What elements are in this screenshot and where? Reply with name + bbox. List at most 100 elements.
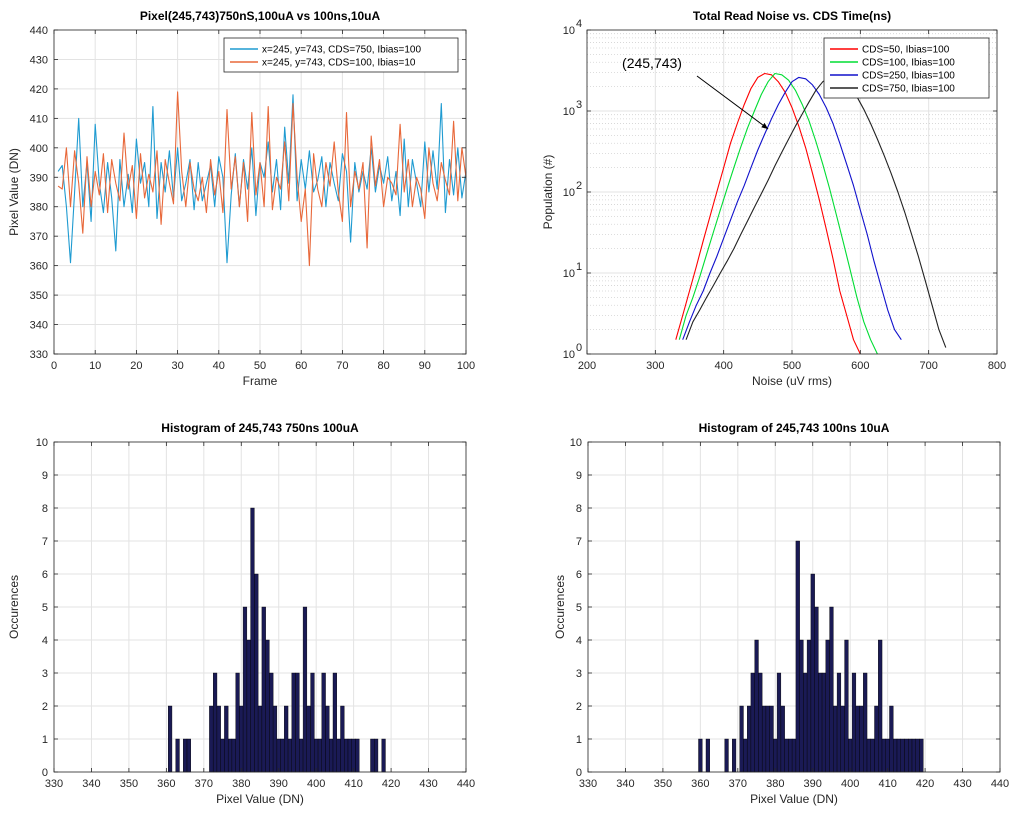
x-tick-label: 40 bbox=[213, 360, 225, 372]
y-tick-exponent: 0 bbox=[576, 342, 582, 354]
histogram-bar bbox=[261, 606, 266, 773]
x-tick-label: 340 bbox=[82, 778, 100, 790]
legend-entry: CDS=250, Ibias=100 bbox=[862, 71, 955, 82]
legend-entry: CDS=750, Ibias=100 bbox=[862, 84, 955, 95]
series-line-2 bbox=[57, 91, 467, 267]
histogram-bar bbox=[299, 738, 304, 773]
histogram-bar bbox=[175, 738, 180, 773]
histogram-bar bbox=[889, 705, 894, 773]
x-tick-label: 330 bbox=[45, 778, 63, 790]
x-tick-label: 70 bbox=[336, 360, 348, 372]
histogram-bar bbox=[784, 738, 789, 773]
histogram-bar bbox=[724, 738, 729, 773]
histogram-bar bbox=[167, 705, 173, 773]
histogram-bar bbox=[765, 705, 770, 773]
y-tick-label: 3 bbox=[576, 668, 582, 680]
chart-title: Total Read Noise vs. CDS Time(ns) bbox=[693, 9, 891, 23]
y-tick-label: 430 bbox=[30, 54, 48, 66]
histogram-bar bbox=[791, 738, 797, 773]
histogram-bar bbox=[212, 672, 218, 773]
x-tick-label: 700 bbox=[919, 360, 937, 372]
x-tick-label: 440 bbox=[991, 778, 1009, 790]
histogram-bar bbox=[806, 639, 812, 773]
histogram-bar bbox=[900, 738, 905, 773]
histogram-bar bbox=[254, 573, 259, 773]
histogram-bar bbox=[870, 738, 875, 773]
x-tick-label: 80 bbox=[377, 360, 389, 372]
histogram-bar bbox=[829, 606, 834, 773]
histogram-bar bbox=[825, 639, 830, 773]
y-tick-label: 9 bbox=[42, 470, 48, 482]
x-tick-label: 380 bbox=[766, 778, 784, 790]
histogram-bar bbox=[788, 738, 793, 773]
y-tick-label: 10 bbox=[563, 25, 575, 37]
x-tick-label: 90 bbox=[419, 360, 431, 372]
x-tick-label: 360 bbox=[157, 778, 175, 790]
histogram-bar bbox=[347, 738, 352, 773]
histogram-bar bbox=[239, 705, 244, 773]
y-tick-label: 10 bbox=[563, 268, 575, 280]
annotation-text: (245,743) bbox=[622, 55, 682, 71]
y-tick-label: 6 bbox=[42, 569, 48, 581]
histogram-bar bbox=[272, 705, 278, 773]
x-tick-label: 430 bbox=[953, 778, 971, 790]
x-tick-label: 390 bbox=[804, 778, 822, 790]
histogram-bar bbox=[747, 705, 752, 773]
y-tick-label: 390 bbox=[30, 172, 48, 184]
histogram-bar bbox=[276, 738, 281, 773]
histogram-bar bbox=[332, 672, 337, 773]
histogram-bar bbox=[866, 738, 871, 773]
y-tick-exponent: 4 bbox=[576, 18, 582, 30]
histogram-bar bbox=[769, 705, 774, 773]
annotation-arrowhead bbox=[761, 122, 769, 129]
y-tick-label: 350 bbox=[30, 290, 48, 302]
histogram-bar bbox=[340, 705, 345, 773]
x-tick-label: 420 bbox=[382, 778, 400, 790]
histogram-bar bbox=[336, 738, 341, 773]
y-tick-label: 400 bbox=[30, 143, 48, 155]
x-tick-label: 400 bbox=[307, 778, 325, 790]
x-tick-label: 420 bbox=[916, 778, 934, 790]
histogram-bar bbox=[750, 672, 755, 773]
x-tick-label: 440 bbox=[457, 778, 475, 790]
histogram-bar bbox=[762, 705, 767, 773]
histogram-bar bbox=[705, 738, 710, 773]
ticks bbox=[53, 441, 467, 773]
y-tick-label: 440 bbox=[30, 25, 48, 37]
histogram-bar bbox=[295, 672, 300, 773]
x-tick-label: 800 bbox=[988, 360, 1006, 372]
x-axis-label: Pixel Value (DN) bbox=[216, 792, 304, 806]
chart-1: 0 10 20 30 40 50 60 70 80 90 100 330 340 350 360 370 380… bbox=[7, 9, 475, 388]
histogram-bar bbox=[310, 672, 315, 773]
histogram-bar bbox=[904, 738, 909, 773]
histogram-bar bbox=[182, 738, 188, 773]
y-tick-exponent: 2 bbox=[576, 180, 582, 192]
chart-title: Histogram of 245,743 750ns 100uA bbox=[161, 421, 359, 435]
x-tick-label: 400 bbox=[714, 360, 732, 372]
y-tick-label: 0 bbox=[42, 767, 48, 779]
y-tick-exponent: 3 bbox=[576, 99, 582, 111]
y-tick-label: 4 bbox=[576, 635, 582, 647]
y-tick-exponent: 1 bbox=[576, 261, 582, 273]
x-tick-label: 50 bbox=[254, 360, 266, 372]
histogram-bar bbox=[329, 738, 334, 773]
histogram-bar bbox=[799, 639, 804, 773]
y-tick-label: 6 bbox=[576, 569, 582, 581]
histogram-bar bbox=[227, 738, 233, 773]
x-tick-label: 430 bbox=[419, 778, 437, 790]
histogram-bar bbox=[306, 705, 311, 773]
histogram-bar bbox=[265, 639, 270, 773]
histogram-bar bbox=[287, 738, 293, 773]
x-tick-label: 400 bbox=[841, 778, 859, 790]
y-tick-label: 5 bbox=[42, 602, 48, 614]
x-tick-label: 10 bbox=[89, 360, 101, 372]
y-tick-label: 10 bbox=[563, 187, 575, 199]
x-tick-label: 360 bbox=[691, 778, 709, 790]
histogram-bar bbox=[893, 738, 898, 773]
histogram-bar bbox=[844, 639, 849, 773]
histogram-bar bbox=[284, 705, 289, 773]
ticks bbox=[53, 29, 467, 355]
chart-2: 200 300 400 500 600 700 800100101102103104Tota… bbox=[541, 9, 1006, 388]
x-tick-label: 410 bbox=[344, 778, 362, 790]
histogram-bar bbox=[302, 606, 308, 773]
